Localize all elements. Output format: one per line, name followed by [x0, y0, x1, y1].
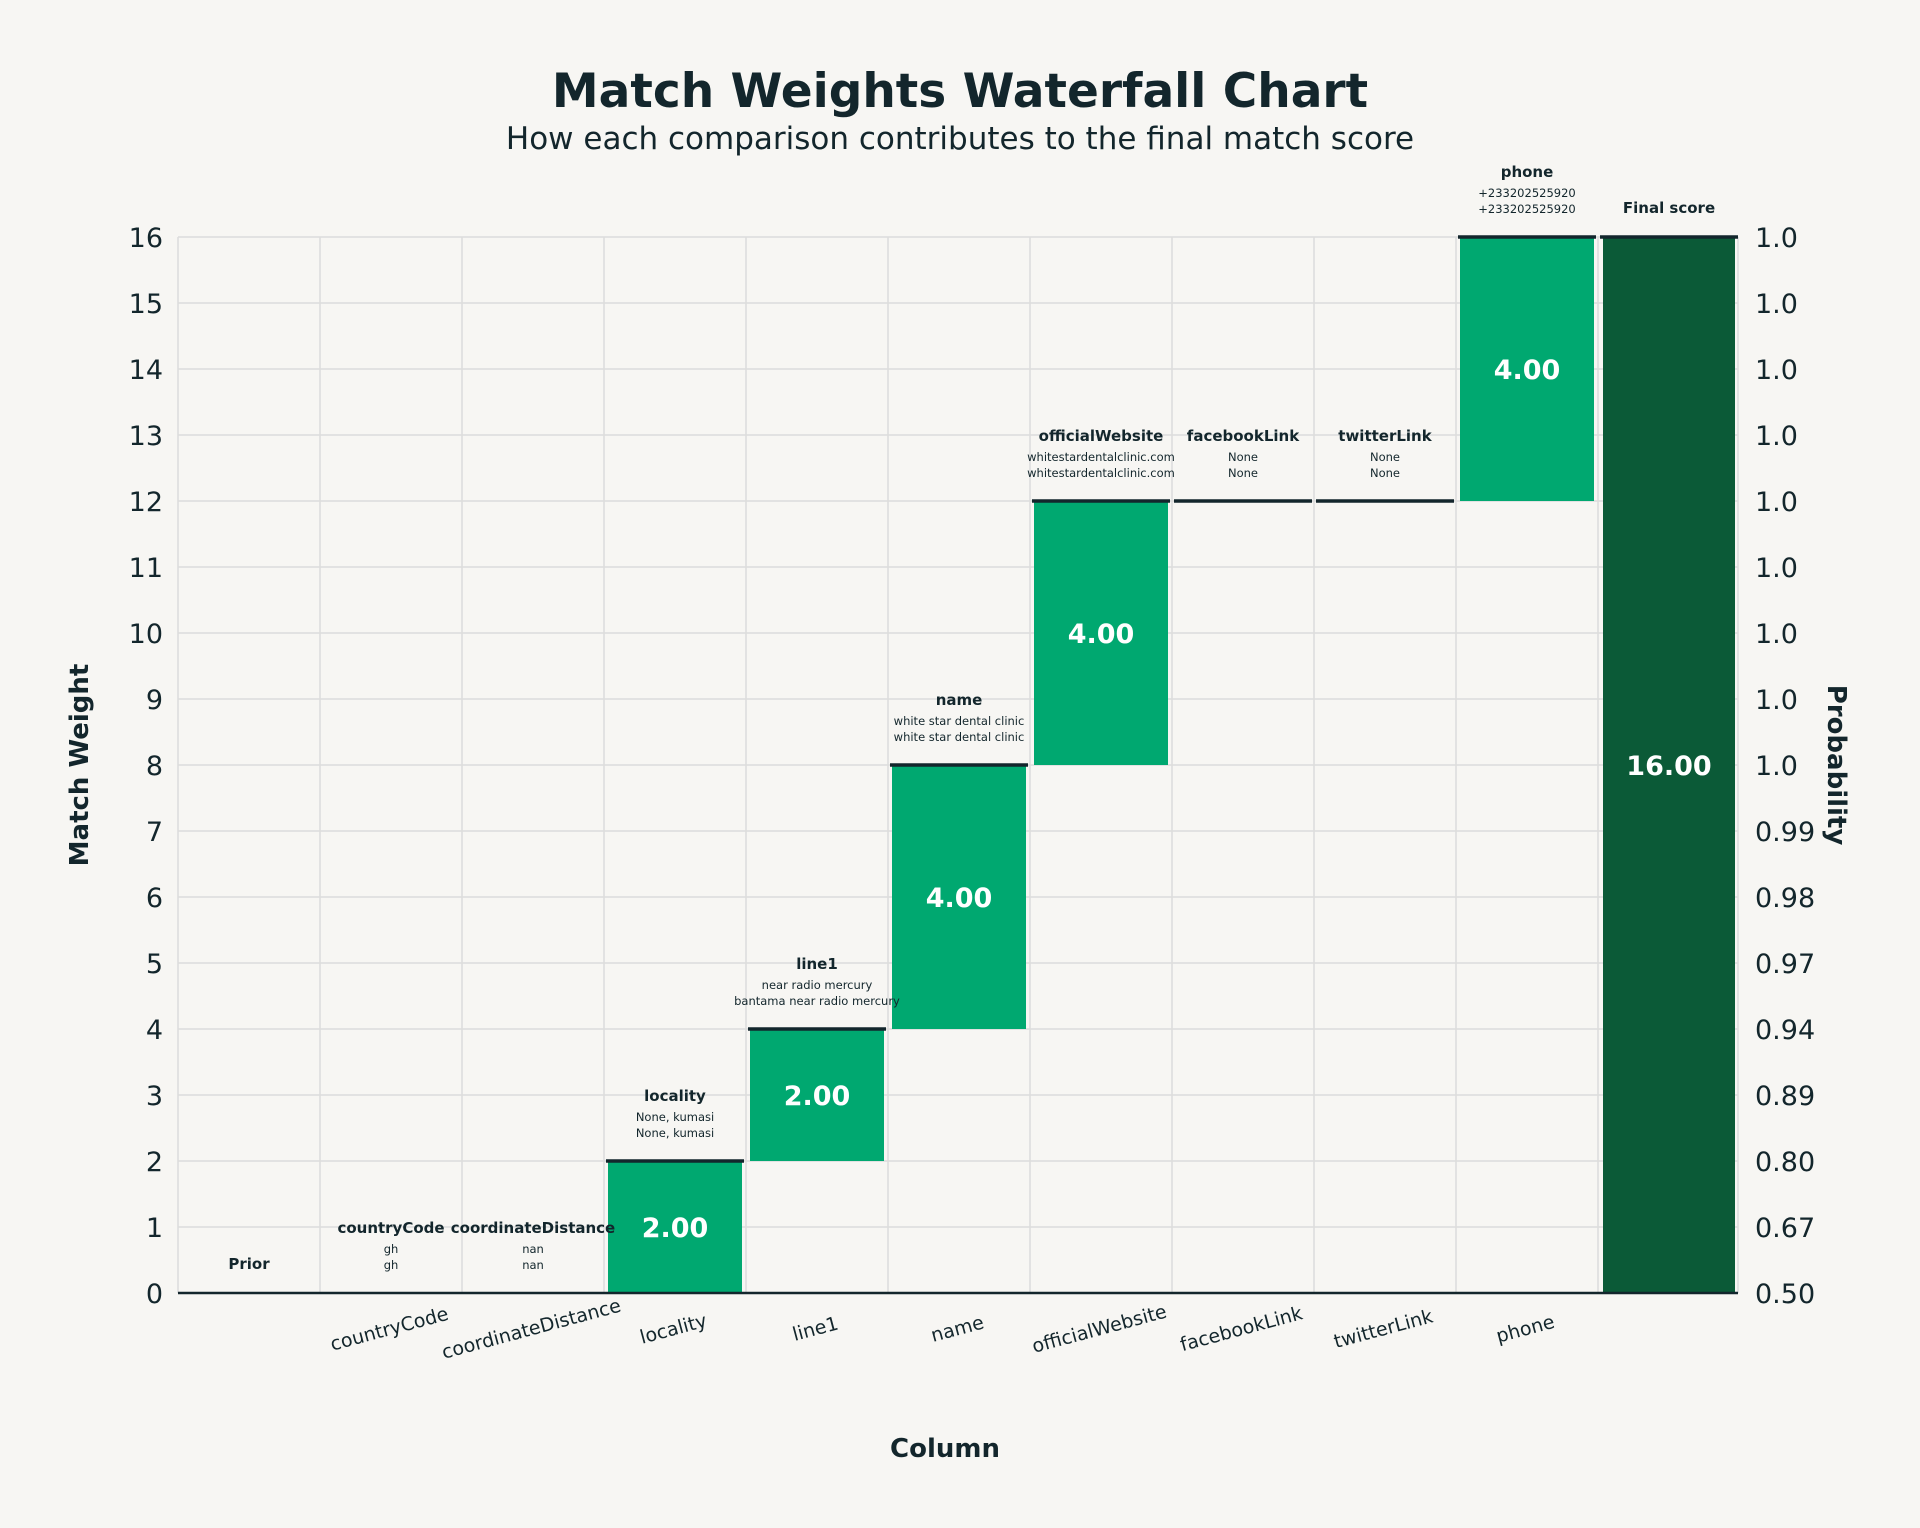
x-tick-label: phone	[1494, 1311, 1557, 1348]
labels-layer: Prior countryCode gh gh coordinateDistance na…	[228, 163, 1715, 1273]
y2-tick-label: 1.0	[1755, 355, 1798, 386]
annotation-left-value: +233202525920	[1478, 186, 1575, 200]
annotation-title: twitterLink	[1338, 427, 1432, 445]
y-tick-label: 15	[129, 289, 163, 320]
y-tick-label: 3	[146, 1081, 163, 1112]
bar-value-label: 2.00	[784, 1081, 851, 1112]
y2-tick-label: 0.94	[1755, 1015, 1815, 1046]
annotation-right-value: +233202525920	[1478, 202, 1575, 216]
y-tick-label: 6	[146, 883, 163, 914]
y2-tick-label: 0.50	[1755, 1279, 1815, 1310]
x-tick-label: name	[929, 1312, 987, 1347]
annotation-left-value: gh	[384, 1242, 399, 1256]
y2-tick-label: 1.0	[1755, 421, 1798, 452]
annotation-right-value: None	[1228, 466, 1258, 480]
annotation-title: countryCode	[337, 1219, 444, 1237]
x-tick-label: officialWebsite	[1030, 1301, 1169, 1358]
annotation-left-value: None	[1228, 450, 1258, 464]
bar-value-label: 2.00	[642, 1213, 709, 1244]
y2-tick-label: 0.98	[1755, 883, 1815, 914]
y2-tick-label: 1.0	[1755, 223, 1798, 254]
annotation-title: coordinateDistance	[451, 1219, 615, 1237]
x-tick-label: locality	[638, 1310, 710, 1349]
y2-tick-label: 0.80	[1755, 1147, 1815, 1178]
y-axis-title: Match Weight	[65, 664, 95, 867]
annotation-right-value: None	[1370, 466, 1400, 480]
annotation-left-value: nan	[522, 1242, 544, 1256]
waterfall-bar	[892, 765, 1026, 1029]
y2-tick-label: 1.0	[1755, 289, 1798, 320]
y-tick-label: 10	[129, 619, 163, 650]
y-tick-label: 14	[129, 355, 163, 386]
y2-tick-label: 0.99	[1755, 817, 1815, 848]
annotation-right-value: bantama near radio mercury	[734, 994, 900, 1008]
annotation-title: officialWebsite	[1039, 427, 1164, 445]
waterfall-bar	[1460, 237, 1594, 501]
chart-subtitle: How each comparison contributes to the f…	[506, 121, 1414, 157]
x-tick-label: countryCode	[328, 1303, 451, 1356]
annotation-title: name	[936, 691, 983, 709]
annotation-title: facebookLink	[1187, 427, 1300, 445]
annotation-left-value: None	[1370, 450, 1400, 464]
annotation-right-value: None, kumasi	[636, 1126, 714, 1140]
y2-axis-title: Probability	[1821, 685, 1851, 846]
y2-tick-label: 1.0	[1755, 619, 1798, 650]
annotation-left-value: whitestardentalclinic.com	[1027, 450, 1175, 464]
y2-tick-label: 0.89	[1755, 1081, 1815, 1112]
y-tick-label: 0	[146, 1279, 163, 1310]
waterfall-bar	[1034, 501, 1168, 765]
y-tick-label: 9	[146, 685, 163, 716]
final-value-label: 16.00	[1626, 751, 1711, 782]
annotation-right-value: gh	[384, 1258, 399, 1272]
y-tick-label: 4	[146, 1015, 163, 1046]
bar-value-label: 4.00	[1494, 355, 1561, 386]
y2-tick-label: 1.0	[1755, 685, 1798, 716]
waterfall-bar	[750, 1029, 884, 1161]
annotation-left-value: white star dental clinic	[894, 714, 1025, 728]
y-tick-label: 16	[129, 223, 163, 254]
x-tick-label: facebookLink	[1178, 1302, 1305, 1356]
bar-value-label: 4.00	[926, 883, 993, 914]
y-tick-label: 5	[146, 949, 163, 980]
final-score-bar	[1603, 237, 1735, 1293]
x-tick-label: coordinateDistance	[440, 1295, 624, 1364]
annotation-title: locality	[644, 1087, 706, 1105]
annotation-title: line1	[796, 955, 838, 973]
bars-layer	[608, 237, 1735, 1293]
annotation-right-value: white star dental clinic	[894, 730, 1025, 744]
y-tick-label: 2	[146, 1147, 163, 1178]
annotation-left-value: None, kumasi	[636, 1110, 714, 1124]
y-tick-label: 1	[146, 1213, 163, 1244]
y-tick-label: 7	[146, 817, 163, 848]
y-tick-label: 13	[129, 421, 163, 452]
x-tick-label: twitterLink	[1332, 1305, 1436, 1353]
y2-tick-label: 1.0	[1755, 751, 1798, 782]
final-annotation-title: Final score	[1623, 199, 1715, 217]
annotation-title: phone	[1501, 163, 1554, 181]
y2-tick-label: 1.0	[1755, 487, 1798, 518]
waterfall-bar	[608, 1161, 742, 1293]
annotation-right-value: whitestardentalclinic.com	[1027, 466, 1175, 480]
annotation-left-value: near radio mercury	[762, 978, 873, 992]
bar-value-label: 4.00	[1068, 619, 1135, 650]
y2-tick-label: 0.67	[1755, 1213, 1815, 1244]
y2-tick-label: 0.97	[1755, 949, 1815, 980]
level-lines-layer	[606, 235, 1738, 1163]
y-tick-label: 12	[129, 487, 163, 518]
y-tick-label: 11	[129, 553, 163, 584]
x-axis-title: Column	[890, 1434, 1000, 1464]
x-tick-label: line1	[790, 1313, 841, 1346]
chart-title: Match Weights Waterfall Chart	[552, 64, 1368, 119]
y-tick-label: 8	[146, 751, 163, 782]
y2-tick-label: 1.0	[1755, 553, 1798, 584]
annotation-right-value: nan	[522, 1258, 544, 1272]
annotation-title: Prior	[228, 1255, 270, 1273]
